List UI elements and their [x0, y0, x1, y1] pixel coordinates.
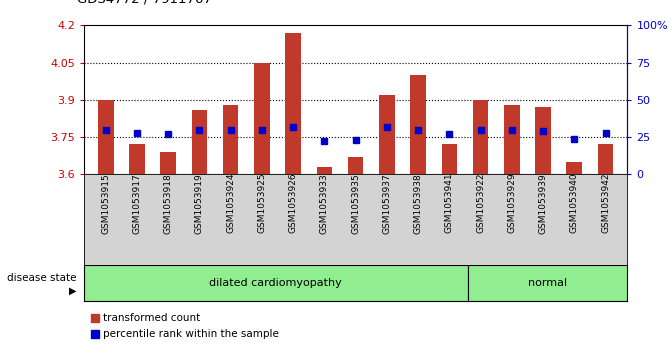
Bar [254, 63, 270, 174]
Bar [223, 105, 238, 174]
Text: GDS4772 / 7911767: GDS4772 / 7911767 [77, 0, 212, 5]
Bar [410, 75, 426, 174]
Text: disease state: disease state [7, 273, 76, 283]
Bar [598, 144, 613, 174]
Text: normal: normal [528, 278, 567, 288]
Bar [535, 107, 551, 174]
Text: transformed count: transformed count [103, 313, 200, 323]
Bar [192, 110, 207, 174]
Bar [348, 157, 364, 174]
Text: dilated cardiomyopathy: dilated cardiomyopathy [209, 278, 342, 288]
Bar [504, 105, 519, 174]
Bar [442, 144, 457, 174]
Bar [473, 100, 488, 174]
Text: ▶: ▶ [68, 285, 76, 295]
Bar [317, 167, 332, 174]
Bar [566, 162, 582, 174]
Bar [129, 144, 145, 174]
Text: percentile rank within the sample: percentile rank within the sample [103, 329, 278, 339]
Bar [98, 100, 113, 174]
Bar [160, 152, 176, 174]
Bar [379, 95, 395, 174]
Bar [285, 33, 301, 174]
